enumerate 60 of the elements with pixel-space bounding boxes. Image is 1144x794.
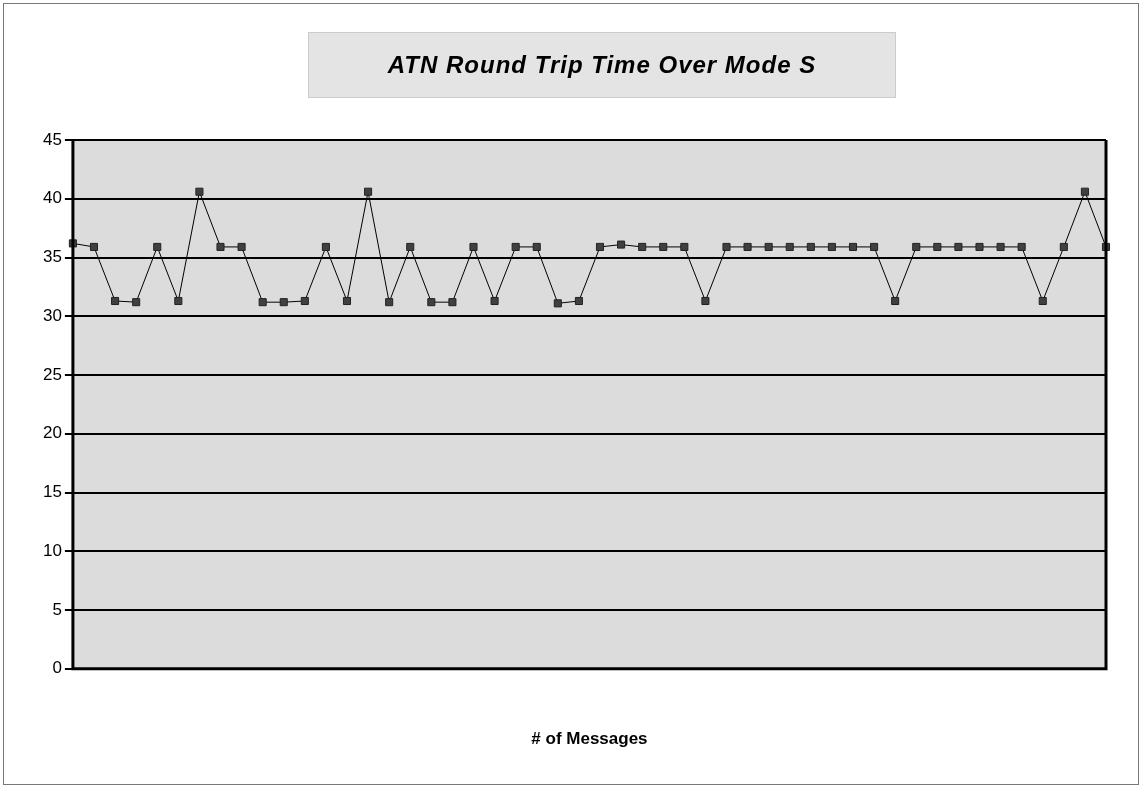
y-tick-label: 5 bbox=[52, 599, 62, 619]
point bbox=[364, 187, 373, 196]
point bbox=[827, 242, 836, 251]
point bbox=[785, 242, 794, 251]
point bbox=[469, 242, 478, 251]
y-tick-label: 0 bbox=[52, 658, 62, 678]
point bbox=[975, 242, 984, 251]
point bbox=[511, 242, 520, 251]
y-tick-label: 25 bbox=[42, 364, 62, 384]
point bbox=[870, 242, 879, 251]
point bbox=[891, 296, 900, 306]
point bbox=[216, 242, 225, 251]
point bbox=[237, 242, 246, 251]
point bbox=[258, 298, 267, 307]
point bbox=[132, 298, 141, 307]
y-tick-label: 40 bbox=[42, 188, 62, 208]
point bbox=[722, 242, 731, 251]
point bbox=[638, 242, 647, 251]
point bbox=[300, 296, 309, 306]
y-tick-label: 20 bbox=[42, 423, 62, 443]
point bbox=[342, 296, 352, 306]
point bbox=[111, 296, 120, 306]
point bbox=[1038, 296, 1047, 306]
x-axis-title: # of Messages bbox=[531, 729, 648, 749]
point bbox=[680, 242, 689, 251]
y-tick-label: 15 bbox=[42, 482, 62, 502]
point bbox=[385, 298, 394, 307]
chart-title: ATN Round Trip Time Over Mode S bbox=[308, 32, 896, 98]
point bbox=[912, 242, 921, 251]
point bbox=[617, 240, 626, 249]
point bbox=[553, 299, 562, 308]
y-tick-label: 45 bbox=[42, 129, 62, 149]
point bbox=[933, 242, 942, 251]
y-tick-label: 35 bbox=[42, 247, 62, 267]
point bbox=[427, 298, 436, 307]
point bbox=[321, 242, 330, 251]
point bbox=[174, 296, 183, 306]
point bbox=[659, 242, 668, 251]
point bbox=[743, 242, 752, 251]
point bbox=[89, 242, 99, 251]
point bbox=[595, 242, 605, 251]
point bbox=[406, 242, 415, 251]
point bbox=[806, 242, 815, 251]
point bbox=[532, 242, 541, 251]
point bbox=[448, 298, 457, 307]
y-tick-label: 30 bbox=[42, 305, 62, 325]
point bbox=[490, 296, 499, 306]
point bbox=[848, 242, 858, 251]
point bbox=[1080, 187, 1089, 196]
point bbox=[574, 296, 583, 306]
point bbox=[764, 242, 773, 251]
point bbox=[1059, 242, 1068, 251]
point bbox=[153, 242, 162, 251]
point bbox=[195, 187, 204, 196]
point bbox=[996, 242, 1005, 251]
y-tick-label: 10 bbox=[42, 540, 62, 560]
point bbox=[954, 242, 963, 251]
point bbox=[701, 296, 710, 306]
point bbox=[279, 298, 288, 307]
point bbox=[1017, 242, 1026, 251]
